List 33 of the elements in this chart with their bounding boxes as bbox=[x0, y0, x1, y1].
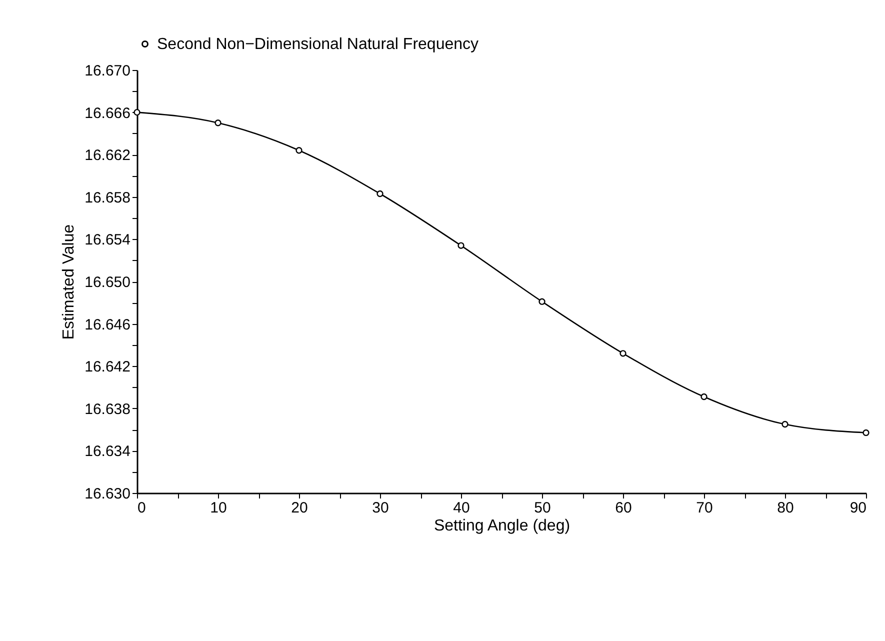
y-tick-label: 16.658 bbox=[84, 189, 130, 206]
y-tick-label: 16.650 bbox=[84, 274, 130, 291]
point bbox=[296, 147, 302, 154]
legend-label: Second Non−Dimensional Natural Frequency bbox=[157, 36, 479, 53]
y-tick-label: 16.654 bbox=[84, 232, 130, 249]
x-tick-label: 30 bbox=[372, 500, 389, 516]
x-tick-label: 70 bbox=[696, 500, 713, 516]
y-axis-title: Estimated Value bbox=[60, 224, 78, 340]
point bbox=[214, 120, 222, 126]
y-tick-label: 16.666 bbox=[84, 104, 130, 122]
x-tick-label: 60 bbox=[615, 500, 632, 516]
point bbox=[458, 242, 464, 249]
y-tick-label: 16.634 bbox=[84, 443, 130, 460]
point bbox=[700, 393, 708, 400]
y-tick-label: 16.630 bbox=[84, 486, 130, 502]
x-tick-label: 80 bbox=[777, 500, 794, 516]
y-tick-label: 16.638 bbox=[84, 400, 130, 418]
x-tick-label: 10 bbox=[210, 500, 227, 516]
x-axis-title: Setting Angle (deg) bbox=[434, 518, 570, 534]
point bbox=[538, 298, 546, 305]
y-tick-label: 16.642 bbox=[84, 358, 130, 376]
x-tick-label: 90 bbox=[850, 500, 866, 516]
point bbox=[862, 429, 870, 436]
y-tick-label: 16.646 bbox=[84, 316, 130, 334]
x-tick-label: 0 bbox=[138, 500, 146, 516]
x-tick-label: 50 bbox=[534, 500, 551, 516]
x-tick-label: 40 bbox=[453, 500, 470, 516]
point bbox=[376, 190, 384, 198]
point bbox=[620, 350, 626, 357]
point bbox=[782, 420, 788, 428]
y-tick-label: 16.662 bbox=[84, 147, 130, 164]
x-tick-label: 20 bbox=[291, 500, 308, 516]
y-tick-label: 16.670 bbox=[84, 62, 130, 80]
